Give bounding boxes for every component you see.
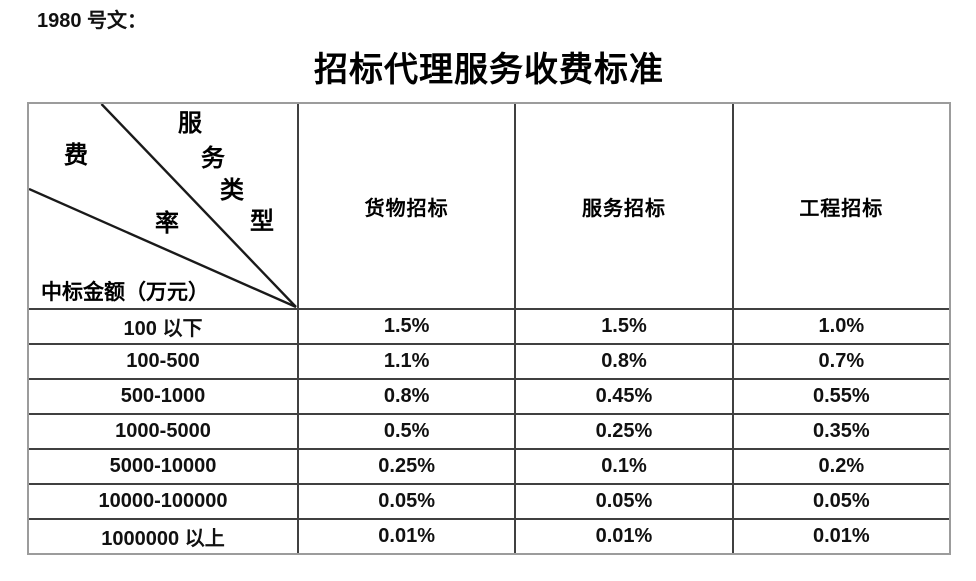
table-row: 1000000 以上 0.01% 0.01% 0.01% [29,520,949,553]
rate-cell: 0.01% [516,520,734,553]
rate-cell: 0.5% [299,415,517,448]
page-title: 招标代理服务收费标准 [314,52,664,89]
rate-cell: 1.5% [516,310,734,343]
rate-cell: 0.35% [812,420,870,442]
amount-range-cell: 5000-10000 [29,450,299,483]
amount-range-cell: 100 以下 [29,310,299,343]
rate-cell: 0.05% [299,485,517,518]
corner-service-type-char: 型 [250,209,274,235]
fee-standard-table: 服 务 类 型 费 率 中标金额（万元） 货物招标 服务招标 工程招标 100 … [27,102,951,555]
table-header-row: 服 务 类 型 费 率 中标金额（万元） 货物招标 服务招标 工程招标 [29,104,949,310]
table-row: 10000-100000 0.05% 0.05% 0.05% [29,485,949,520]
corner-service-type-char: 类 [220,178,244,204]
rate-cell: 0.8% [516,345,734,378]
amount-range-cell: 100-500 [29,345,299,378]
rate-cell: 0.1% [516,450,734,483]
corner-rate-char: 率 [155,211,179,237]
rate-cell: 0.05% [516,485,734,518]
diagonal-divider-lines [29,104,297,308]
rate-cell: 0.55% [812,385,870,407]
table-row: 100 以下 1.5% 1.5% 1.0% [29,310,949,345]
column-header-works-bidding: 工程招标 [799,197,884,220]
rate-cell: 0.45% [516,380,734,413]
amount-range-cell: 1000000 以上 [29,520,299,553]
amount-range-cell: 10000-100000 [29,485,299,518]
table-row: 1000-5000 0.5% 0.25% 0.35% [29,415,949,450]
table-row: 500-1000 0.8% 0.45% 0.55% [29,380,949,415]
rate-cell: 0.05% [812,490,870,512]
rate-cell: 0.25% [299,450,517,483]
amount-range-cell: 500-1000 [29,380,299,413]
rate-cell: 0.2% [818,455,865,477]
corner-service-type-char: 服 [178,111,202,137]
doc-reference-number: 1980 号文： [37,10,148,32]
rate-cell: 1.5% [299,310,517,343]
rate-cell: 0.01% [812,525,870,547]
rate-cell: 0.25% [516,415,734,448]
corner-service-type-char: 务 [201,146,225,172]
rate-cell: 1.0% [818,315,865,337]
corner-header-cell: 服 务 类 型 费 率 中标金额（万元） [29,104,299,308]
rate-cell: 0.7% [818,350,865,372]
column-header-goods-bidding: 货物招标 [299,104,517,308]
rate-cell: 0.01% [299,520,517,553]
rate-cell: 0.8% [299,380,517,413]
amount-range-cell: 1000-5000 [29,415,299,448]
corner-rate-char: 费 [64,143,88,169]
rate-cell: 1.1% [299,345,517,378]
column-header-services-bidding: 服务招标 [516,104,734,308]
table-row: 100-500 1.1% 0.8% 0.7% [29,345,949,380]
table-row: 5000-10000 0.25% 0.1% 0.2% [29,450,949,485]
corner-row-axis-label: 中标金额（万元） [41,280,209,304]
